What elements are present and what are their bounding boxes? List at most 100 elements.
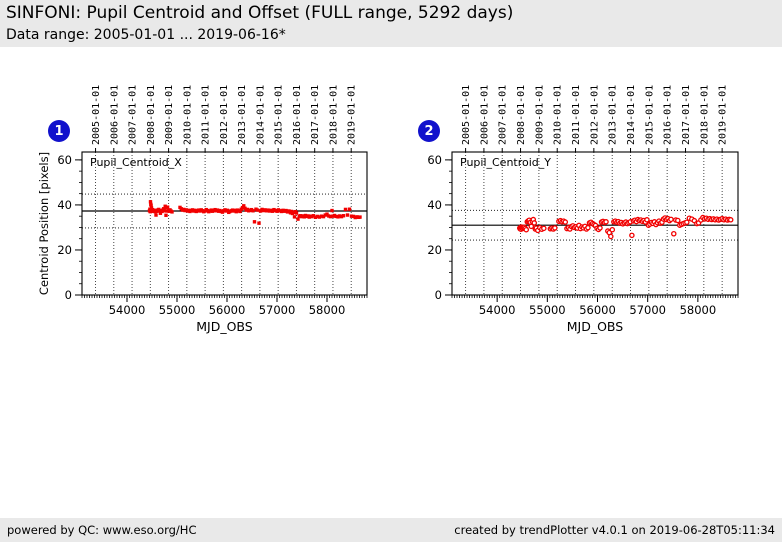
- data-point: [531, 220, 538, 226]
- header: SINFONI: Pupil Centroid and Offset (FULL…: [0, 0, 782, 47]
- x-tick-label: 58000: [680, 303, 717, 317]
- plot-frame: [81, 151, 368, 296]
- top-axis-date-label: 2014-01-01: [626, 85, 637, 145]
- data-point: [313, 215, 318, 220]
- top-axis-date-label: 2009-01-01: [534, 85, 545, 145]
- top-axis-date-label: 2019-01-01: [718, 85, 729, 145]
- data-point: [154, 213, 158, 217]
- x-tick-label: 55000: [529, 303, 566, 317]
- data-point: [225, 208, 230, 213]
- data-point: [161, 207, 166, 211]
- data-point: [334, 214, 338, 219]
- data-point: [339, 214, 344, 219]
- x-tick-label: 58000: [309, 303, 346, 317]
- x-tick-label: 57000: [629, 303, 666, 317]
- data-point: [332, 213, 337, 218]
- x-tick-label: 55000: [159, 303, 196, 317]
- top-axis-date-label: 2017-01-01: [681, 85, 692, 145]
- top-axis-date-label: 2016-01-01: [663, 85, 674, 145]
- y-tick-label: 0: [65, 288, 72, 302]
- data-point: [257, 221, 261, 225]
- data-point: [353, 215, 357, 220]
- data-point: [251, 209, 255, 213]
- data-point: [552, 225, 558, 231]
- data-point: [148, 200, 153, 204]
- data-point: [727, 217, 734, 223]
- data-point: [603, 219, 609, 225]
- top-axis-date-label: 2014-01-01: [255, 85, 266, 145]
- charts-svg: 2005-01-01 2006-01-01 2007-01-01 2008-01-01…: [37, 85, 739, 334]
- data-point: [671, 230, 677, 237]
- y-tick-label: 20: [57, 243, 72, 257]
- data-point: [330, 208, 334, 213]
- y-tick-label: 60: [427, 153, 442, 167]
- data-point: [164, 213, 168, 217]
- top-axis-date-label: 2019-01-01: [347, 85, 358, 145]
- top-axis-date-label: 2013-01-01: [608, 85, 619, 145]
- data-point: [163, 205, 168, 210]
- data-point: [158, 211, 163, 215]
- data-point: [289, 209, 294, 214]
- data-point: [238, 209, 242, 214]
- data-point: [644, 217, 650, 223]
- top-axis-date-label: 2005-01-01: [91, 85, 102, 145]
- data-point: [162, 209, 167, 213]
- data-point: [317, 215, 322, 219]
- x-axis-title: MJD_OBS: [567, 319, 624, 334]
- data-point: [523, 226, 530, 233]
- y-tick-label: 0: [435, 288, 442, 302]
- data-point: [292, 215, 297, 219]
- y-tick-label: 40: [57, 198, 72, 212]
- x-tick-label: 56000: [579, 303, 616, 317]
- y-tick-label: 40: [427, 198, 442, 212]
- top-axis-date-label: 2017-01-01: [310, 85, 321, 145]
- data-point: [242, 204, 246, 208]
- series-label: Pupil_Centroid_X: [90, 156, 182, 169]
- data-point: [585, 224, 591, 231]
- data-point: [294, 211, 299, 215]
- data-point: [327, 214, 331, 218]
- data-point: [315, 214, 320, 219]
- data-point: [311, 214, 316, 218]
- data-point: [255, 208, 260, 212]
- x-tick-label: 57000: [259, 303, 296, 317]
- data-point: [243, 206, 247, 210]
- data-point: [165, 205, 170, 209]
- data-point: [338, 214, 342, 218]
- data-point: [291, 210, 296, 215]
- data-point: [609, 226, 616, 233]
- data-point: [608, 233, 614, 240]
- x-tick-label: 56000: [209, 303, 246, 317]
- data-point: [629, 232, 635, 239]
- top-axis-date-label: 2012-01-01: [219, 85, 230, 145]
- data-point: [149, 203, 153, 208]
- footer: powered by QC: www.eso.org/HC created by…: [0, 518, 782, 542]
- y-tick-label: 60: [57, 153, 72, 167]
- top-axis-date-label: 2012-01-01: [589, 85, 600, 145]
- data-point: [170, 210, 174, 214]
- top-axis-date-label: 2007-01-01: [498, 85, 509, 145]
- top-axis-date-label: 2009-01-01: [164, 85, 175, 145]
- top-axis-date-label: 2008-01-01: [146, 85, 157, 145]
- data-point: [528, 223, 535, 230]
- top-axis-date-label: 2007-01-01: [128, 85, 139, 145]
- page-title: SINFONI: Pupil Centroid and Offset (FULL…: [6, 3, 514, 23]
- top-axis-date-label: 2013-01-01: [237, 85, 248, 145]
- y-tick-label: 20: [427, 243, 442, 257]
- data-point: [323, 213, 327, 217]
- top-axis-date-label: 2005-01-01: [461, 85, 472, 145]
- data-point: [675, 217, 681, 224]
- footer-powered-by-link[interactable]: powered by QC: www.eso.org/HC: [7, 523, 197, 537]
- data-point: [355, 215, 359, 219]
- x-tick-label: 54000: [109, 303, 146, 317]
- top-axis-date-label: 2015-01-01: [644, 85, 655, 145]
- data-point: [287, 209, 291, 213]
- data-point: [240, 205, 245, 210]
- plot2-index-badge[interactable]: 2: [418, 120, 440, 142]
- x-axis-title: MJD_OBS: [196, 319, 253, 334]
- data-point: [541, 225, 547, 232]
- x-tick-label: 54000: [479, 303, 516, 317]
- data-point: [252, 220, 257, 224]
- data-point: [345, 213, 350, 217]
- plot1-index-badge[interactable]: 1: [48, 120, 70, 142]
